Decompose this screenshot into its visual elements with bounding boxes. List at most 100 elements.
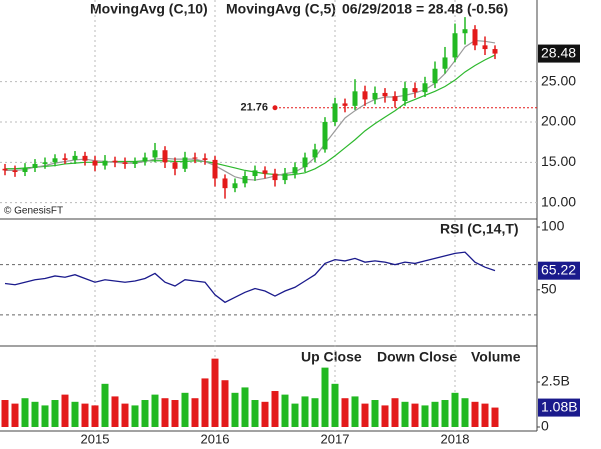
candle-body [192, 157, 198, 159]
volume-bar [191, 398, 199, 427]
reference-label: 21.76 [240, 102, 268, 114]
volume-bar [81, 403, 89, 427]
y-tick-label: 20.00 [541, 113, 576, 129]
volume-bar [231, 392, 239, 427]
candle-body [222, 178, 228, 189]
volume-bar [321, 367, 329, 427]
candle-body [122, 162, 128, 164]
candle-body [182, 157, 188, 169]
x-tick-label: 2018 [441, 431, 470, 446]
reference-dot [272, 105, 278, 111]
last-price-tag [538, 44, 580, 63]
volume-bar [351, 396, 359, 427]
candle-body [102, 160, 108, 166]
candle-body [32, 163, 38, 168]
volume-bar [391, 398, 399, 427]
legend-ma5: MovingAvg (C,5) [226, 1, 336, 17]
volume-bar [211, 358, 219, 427]
credit: © GenesisFT [4, 206, 63, 217]
volume-bar [271, 391, 279, 427]
series-line [5, 54, 496, 176]
last-value-label: 65.22 [541, 261, 576, 277]
candle-body [342, 103, 348, 106]
y-tick-label: 10.00 [541, 193, 576, 209]
volume-bar [121, 403, 129, 427]
candle-body [302, 157, 308, 168]
volume-bar [1, 400, 9, 427]
candle-body [212, 159, 218, 179]
y-tick-label: 25.00 [541, 72, 576, 88]
candle-body [292, 167, 298, 174]
volume-bar [131, 405, 139, 427]
candle-body [72, 155, 78, 160]
volume-bar [181, 392, 189, 427]
volume-bar [21, 398, 29, 427]
candle-body [452, 33, 458, 58]
y-tick-label: 100 [541, 218, 565, 234]
candle-body [152, 150, 158, 158]
volume-bar [481, 403, 489, 427]
candle-body [412, 88, 418, 93]
volume-bar [71, 401, 79, 427]
candle-body [262, 170, 268, 174]
volume-bar [361, 403, 369, 427]
y-tick-label: 15.00 [541, 153, 576, 169]
volume-bar [251, 400, 259, 427]
candle-body [362, 91, 368, 100]
volume-bar [291, 403, 299, 427]
candle-body [62, 158, 68, 160]
candle-body [112, 160, 118, 163]
candle-body [82, 155, 88, 161]
candle-body [242, 176, 248, 184]
x-tick-label: 2015 [81, 431, 110, 446]
volume-bar [51, 400, 59, 427]
volume-bar [341, 398, 349, 427]
candle-body [382, 92, 388, 97]
candle-body [142, 157, 148, 162]
candle-body [202, 158, 208, 160]
volume-bar [111, 396, 119, 427]
last-price-label: 28.48 [541, 44, 576, 60]
last-value-tag [538, 398, 580, 417]
candle-body [42, 162, 48, 164]
candle-body [352, 91, 358, 106]
candle-body [252, 170, 258, 177]
candle-body [172, 162, 178, 169]
candle-body [392, 96, 398, 102]
volume-bar [261, 401, 269, 427]
candle-body [22, 167, 28, 173]
volume-bar [41, 405, 49, 427]
volume-bar [61, 394, 69, 427]
volume-bar [371, 400, 379, 427]
candle-body [432, 68, 438, 84]
chart-title: 06/29/2018 = 28.48 (-0.56) [342, 1, 508, 17]
volume-bar [101, 383, 109, 427]
candle-body [402, 88, 408, 102]
y-tick-label: 50 [541, 280, 557, 296]
volume-bar [241, 387, 249, 427]
x-tick-label: 2017 [321, 431, 350, 446]
volume-bar [431, 401, 439, 427]
volume-bar [461, 398, 469, 427]
rsi-title: RSI (C,14,T) [440, 221, 519, 237]
y-tick-label: 0 [541, 418, 549, 434]
candle-body [132, 161, 138, 164]
volume-bar [301, 396, 309, 427]
candle-body [12, 170, 18, 173]
candle-body [332, 103, 338, 122]
candle-body [372, 92, 378, 100]
candle-body [472, 29, 478, 46]
volume-bar [451, 392, 459, 427]
legend-ma10: MovingAvg (C,10) [90, 1, 208, 17]
candle-body [282, 173, 288, 181]
candle-body [232, 183, 238, 189]
volume-bar [491, 407, 499, 427]
legend-up: Up Close [301, 349, 362, 365]
candle-body [482, 45, 488, 50]
volume-bar [471, 401, 479, 427]
volume-bar [221, 380, 229, 427]
volume-bar [171, 400, 179, 427]
volume-bar [421, 405, 429, 427]
